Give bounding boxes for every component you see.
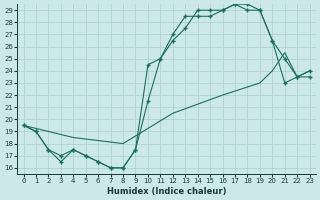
X-axis label: Humidex (Indice chaleur): Humidex (Indice chaleur) (107, 187, 226, 196)
